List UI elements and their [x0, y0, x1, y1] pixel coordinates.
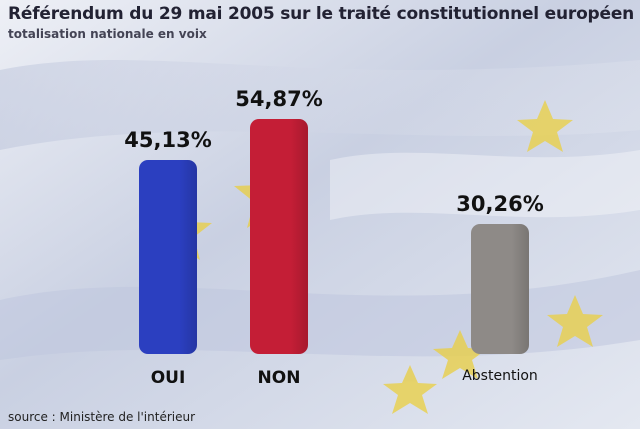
value-label-abstention: 30,26%	[456, 192, 544, 217]
bar-abstention	[471, 224, 529, 354]
star-icon	[547, 295, 603, 347]
value-label-non: 54,87%	[235, 86, 323, 111]
category-label-abstention: Abstention	[462, 368, 538, 384]
chart-subtitle: totalisation nationale en voix	[8, 27, 207, 41]
star-icon	[517, 100, 573, 152]
chart-title: Référendum du 29 mai 2005 sur le traité …	[8, 4, 635, 24]
source-note: source : Ministère de l'intérieur	[8, 410, 196, 424]
star-icon	[383, 365, 437, 414]
value-label-oui: 45,13%	[124, 128, 212, 153]
bar-non	[250, 118, 308, 354]
bar-oui	[139, 160, 197, 354]
star-icon	[433, 330, 487, 379]
category-label-oui: OUI	[150, 368, 186, 388]
category-label-non: NON	[257, 368, 301, 388]
